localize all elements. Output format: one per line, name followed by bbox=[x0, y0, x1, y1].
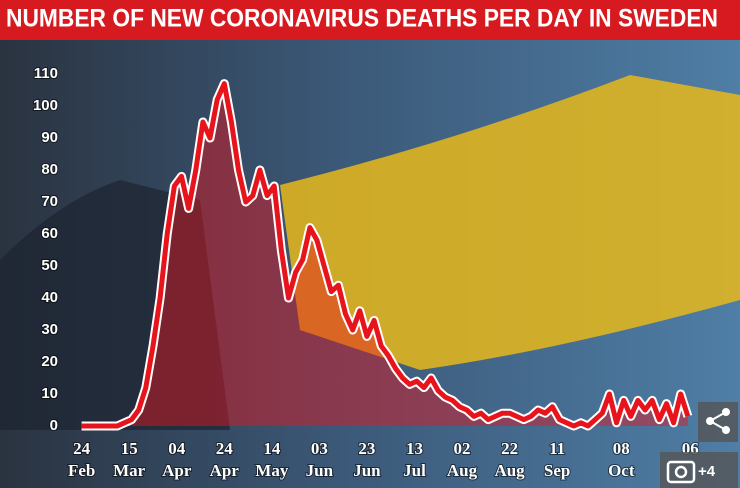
x-tick-label: 23 Jun bbox=[353, 439, 381, 480]
y-tick-label: 80 bbox=[41, 161, 58, 178]
y-tick-label: 40 bbox=[41, 289, 58, 306]
line bbox=[81, 81, 691, 429]
y-tick-label: 90 bbox=[41, 129, 58, 146]
x-tick-label: 02 Aug bbox=[447, 439, 478, 480]
photo-figure bbox=[0, 180, 230, 430]
x-tick-label: 08 Oct bbox=[608, 439, 635, 480]
camera-icon bbox=[666, 460, 696, 484]
x-tick-label: 04 Apr bbox=[162, 439, 192, 480]
y-tick-label: 0 bbox=[50, 417, 58, 434]
share-icon bbox=[706, 408, 730, 434]
x-tick-label: 03 Jun bbox=[306, 439, 334, 480]
x-tick-label: 22 Aug bbox=[494, 439, 525, 480]
share-button[interactable] bbox=[698, 402, 738, 442]
x-tick-label: 15 Mar bbox=[113, 439, 146, 480]
x-tick-label: 24 Feb bbox=[68, 439, 95, 480]
x-tick-label: 11 Sep bbox=[544, 439, 570, 480]
y-tick-label: 100 bbox=[33, 97, 58, 114]
x-tick-label: 24 Apr bbox=[210, 439, 240, 480]
y-tick-label: 70 bbox=[41, 193, 58, 210]
title-bar bbox=[0, 0, 740, 40]
y-tick-label: 60 bbox=[41, 225, 58, 242]
area bbox=[81, 83, 688, 426]
y-tick-label: 50 bbox=[41, 257, 58, 274]
y-tick-label: 10 bbox=[41, 385, 58, 402]
gallery-count: +4 bbox=[698, 463, 716, 480]
flag-cross bbox=[280, 75, 740, 370]
x-tick-label: 13 Jul bbox=[403, 439, 426, 480]
y-tick-label: 20 bbox=[41, 353, 58, 370]
y-tick-label: 30 bbox=[41, 321, 58, 338]
y-tick-label: 110 bbox=[34, 65, 58, 82]
chart-title: NUMBER OF NEW CORONAVIRUS DEATHS PER DAY… bbox=[6, 5, 718, 33]
x-tick-label: 14 May bbox=[255, 439, 289, 480]
